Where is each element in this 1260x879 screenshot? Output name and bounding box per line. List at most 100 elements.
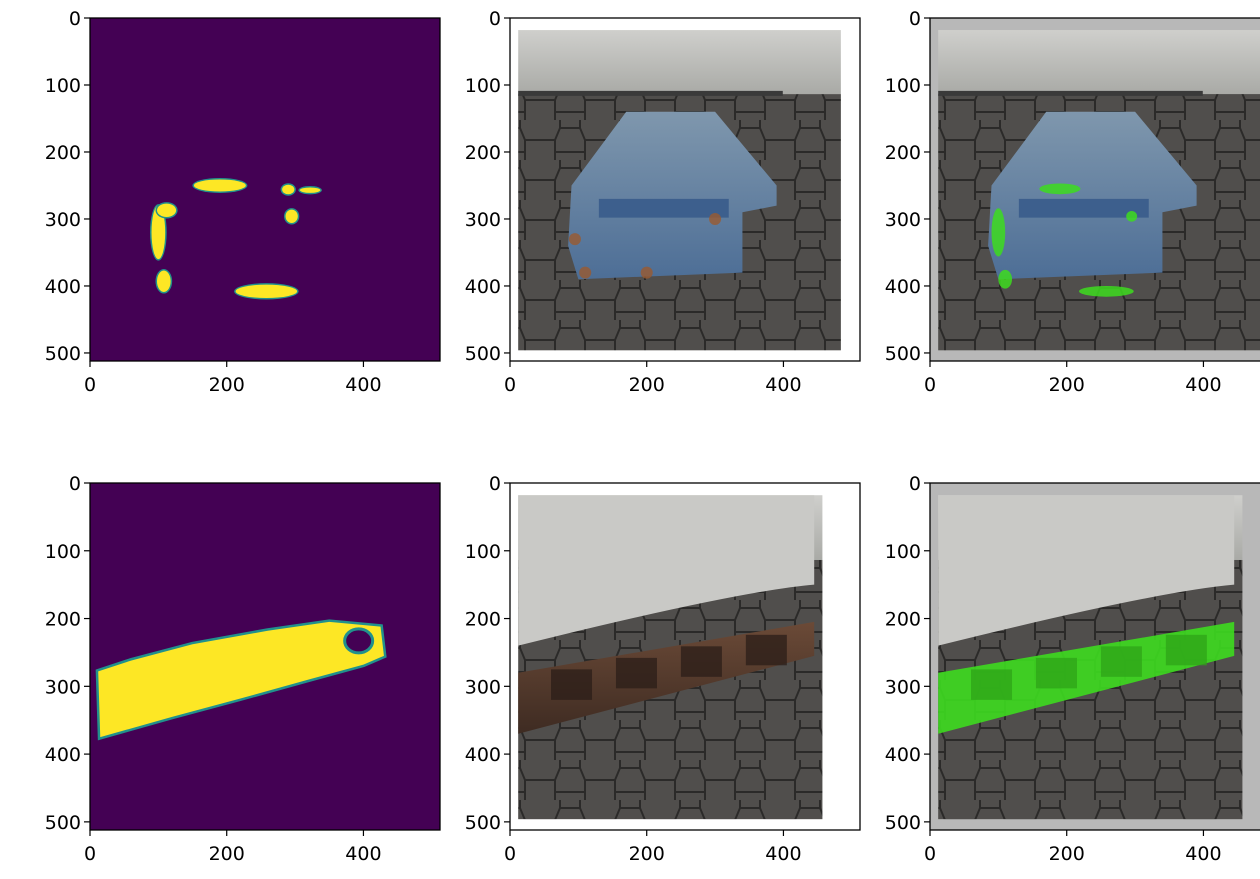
photo-beam-channel	[1018, 198, 1149, 218]
overlay-detection	[991, 208, 1006, 257]
axes-frame	[509, 17, 861, 362]
y-tick-label: 400	[45, 276, 81, 298]
panel-image	[930, 483, 1260, 830]
y-tick-label: 100	[885, 541, 921, 563]
mask-blob	[151, 205, 166, 260]
y-tick-label: 500	[45, 812, 81, 834]
axes-frame	[929, 482, 1260, 831]
y-tick-label: 200	[45, 142, 81, 164]
x-tick-label: 400	[765, 843, 801, 865]
y-tick-label: 0	[909, 473, 921, 495]
y-tick-label: 200	[465, 142, 501, 164]
x-tick-label: 200	[209, 843, 245, 865]
y-tick-label: 0	[909, 8, 921, 30]
photo-trailer	[938, 30, 1260, 95]
photo-beam	[518, 621, 815, 734]
panel-image	[90, 18, 440, 361]
overlay-detection	[1079, 285, 1134, 297]
panel-r1c2: 0 200 400 0 100 200 300 400 500	[465, 8, 861, 396]
overlay-detection	[938, 621, 1235, 734]
x-tick-label: 0	[924, 374, 936, 396]
panel-r1c1: 0 200 400 0 100 200 300 400 500	[45, 8, 441, 396]
mask-blob	[282, 184, 295, 195]
photo-rail	[518, 90, 783, 96]
mask-blob	[299, 187, 321, 193]
x-tick-label: 200	[209, 374, 245, 396]
photo-beam-channel	[598, 198, 729, 218]
overlay-detection	[998, 269, 1013, 289]
x-tick-label: 400	[765, 374, 801, 396]
x-tick-label: 200	[629, 374, 665, 396]
panel-r2c2: 0 200 400 0 100 200 300 400 500	[465, 473, 861, 865]
y-tick-label: 300	[45, 676, 81, 698]
x-tick-label: 400	[1185, 374, 1221, 396]
mask-blob	[235, 284, 298, 299]
panel-r2c1: 0 200 400 0 100 200 300 400 500	[45, 473, 441, 865]
y-tick-label: 200	[45, 609, 81, 631]
panel-image	[930, 18, 1260, 361]
panel-image	[510, 483, 860, 830]
y-tick-label: 500	[885, 812, 921, 834]
photo-beam-cell	[1165, 634, 1207, 666]
y-tick-label: 300	[465, 209, 501, 231]
x-tick-label: 0	[504, 374, 516, 396]
mask-background	[90, 18, 440, 361]
y-tick-label: 400	[465, 744, 501, 766]
axes-frame	[929, 17, 1260, 362]
y-tick-label: 500	[465, 343, 501, 365]
photo-beam	[988, 111, 1197, 280]
y-tick-label: 300	[465, 676, 501, 698]
y-tick-label: 200	[885, 609, 921, 631]
panel-image	[510, 18, 860, 361]
photo-beam-cell	[551, 669, 593, 700]
x-tick-label: 400	[345, 374, 381, 396]
overlay-detection	[1126, 210, 1138, 222]
x-tick-label: 0	[84, 843, 96, 865]
y-tick-label: 100	[885, 75, 921, 97]
x-tick-label: 0	[504, 843, 516, 865]
photo-beam-cell	[680, 646, 722, 677]
y-tick-label: 0	[489, 473, 501, 495]
mask-blob	[193, 179, 246, 192]
y-tick-label: 400	[885, 276, 921, 298]
x-tick-label: 200	[629, 843, 665, 865]
y-tick-label: 300	[885, 209, 921, 231]
mask-blob	[285, 209, 298, 223]
mask-region	[98, 621, 384, 738]
y-tick-label: 200	[465, 609, 501, 631]
photo-trailer-belly	[938, 495, 1235, 646]
y-tick-label: 100	[465, 75, 501, 97]
y-tick-label: 200	[885, 142, 921, 164]
y-tick-label: 0	[69, 8, 81, 30]
mask-blob	[156, 270, 171, 292]
photo-beam-cell	[971, 669, 1013, 700]
x-tick-label: 0	[84, 374, 96, 396]
photo-rail	[938, 90, 1203, 96]
photo-beam-cell	[1035, 657, 1077, 689]
axes-frame	[89, 17, 441, 362]
y-tick-label: 500	[45, 343, 81, 365]
photo-beam-cell	[745, 634, 787, 666]
y-tick-label: 0	[489, 8, 501, 30]
photo-beam-cell	[615, 657, 657, 689]
y-tick-label: 0	[69, 473, 81, 495]
overlay-detection	[1039, 183, 1081, 195]
photo-trailer	[518, 30, 841, 95]
photo-beam	[568, 111, 777, 280]
photo-trailer-belly	[518, 495, 815, 646]
x-tick-label: 0	[924, 843, 936, 865]
axes-frame	[509, 482, 861, 831]
axes-frame	[89, 482, 441, 831]
panel-r2c3: 0 200 400 0 100 200 300 400 500	[885, 473, 1260, 865]
x-tick-label: 400	[1185, 843, 1221, 865]
x-tick-label: 400	[345, 843, 381, 865]
y-tick-label: 300	[885, 676, 921, 698]
y-tick-label: 400	[885, 744, 921, 766]
y-tick-label: 100	[45, 75, 81, 97]
y-tick-label: 400	[465, 276, 501, 298]
x-tick-label: 200	[1049, 374, 1085, 396]
y-tick-label: 400	[45, 744, 81, 766]
mask-hole	[343, 627, 375, 655]
y-tick-label: 300	[45, 209, 81, 231]
